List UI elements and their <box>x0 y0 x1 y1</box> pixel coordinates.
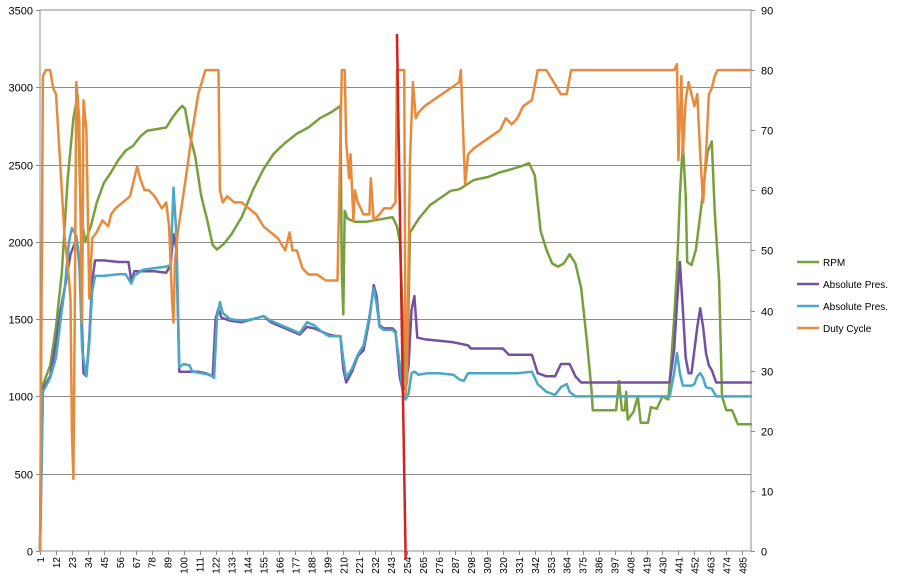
y-tick-label: 500 <box>15 470 33 482</box>
y2-tick-label: 90 <box>761 6 773 18</box>
x-tick-label: 177 <box>291 557 302 574</box>
x-tick-label: 155 <box>259 557 270 574</box>
x-tick-label: 276 <box>435 557 446 574</box>
y2-tick-label: 50 <box>761 246 773 258</box>
x-tick-label: 1 <box>36 557 47 563</box>
x-tick-label: 485 <box>738 557 749 574</box>
x-tick-label: 67 <box>132 557 143 569</box>
x-tick-label: 463 <box>706 557 717 574</box>
series-lines <box>38 62 753 553</box>
x-tick-label: 100 <box>180 557 191 574</box>
y-tick-label: 3000 <box>9 83 33 95</box>
y-tick-label: 2000 <box>9 238 33 250</box>
x-tick-label: 144 <box>243 557 254 574</box>
x-tick-label: 452 <box>690 557 701 574</box>
x-tick-label: 287 <box>451 557 462 574</box>
x-tick-label: 12 <box>52 557 63 569</box>
x-tick-label: 122 <box>212 557 223 574</box>
x-tick-label: 199 <box>323 557 334 574</box>
x-tick-label: 210 <box>339 557 350 574</box>
x-tick-label: 353 <box>547 557 558 574</box>
red-marker-line <box>395 33 407 560</box>
x-tick-label: 45 <box>100 557 111 569</box>
x-tick-label: 111 <box>196 557 207 573</box>
y2-tick-label: 10 <box>761 487 773 499</box>
plot-area <box>39 9 752 552</box>
y2-tick-label: 60 <box>761 186 773 198</box>
x-tick-label: 430 <box>658 557 669 574</box>
x-tick-label: 298 <box>467 557 478 574</box>
series-line-2 <box>38 232 753 553</box>
x-tick-label: 221 <box>355 557 366 574</box>
y-tick-label: 3500 <box>9 6 33 18</box>
y2-tick-label: 40 <box>761 307 773 319</box>
x-tick-label: 342 <box>531 557 542 574</box>
y-tick-label: 1000 <box>9 392 33 404</box>
x-tick-label: 23 <box>68 557 79 569</box>
axes: 0 500 1000 1500 2000 2500 3000 3500 0 10 20 30 40 50 6… <box>9 6 774 574</box>
x-tick-label: 474 <box>722 557 733 574</box>
legend-label: RPM <box>823 258 845 269</box>
x-tick-label: 78 <box>148 557 159 569</box>
y-tick-label: 0 <box>27 547 33 559</box>
x-tick-label: 188 <box>307 557 318 574</box>
x-tick-label: 254 <box>403 557 414 574</box>
y2-tick-label: 20 <box>761 427 773 439</box>
y2-tick-label: 30 <box>761 367 773 379</box>
x-tick-label: 397 <box>611 557 622 574</box>
x-tick-label: 386 <box>595 557 606 574</box>
x-tick-label: 133 <box>228 557 239 574</box>
x-tick-label: 364 <box>563 557 574 574</box>
x-tick-label: 309 <box>483 557 494 574</box>
x-tick-label: 265 <box>419 557 430 574</box>
y2-tick-label: 0 <box>761 547 767 559</box>
x-tick-label: 331 <box>515 557 526 574</box>
x-tick-label: 232 <box>371 557 382 574</box>
legend: RPM Absolute Pres. Absolute Pres. Duty Cycl… <box>797 258 888 335</box>
y-tick-label: 1500 <box>9 315 33 327</box>
x-tick-label: 56 <box>116 557 127 569</box>
x-tick-label: 375 <box>579 557 590 574</box>
series-line-3 <box>38 186 753 553</box>
y-tick-label: 2500 <box>9 161 33 173</box>
legend-label: Duty Cycle <box>823 324 872 335</box>
vertical-marker <box>395 33 407 560</box>
x-tick-label: 243 <box>387 557 398 574</box>
x-tick-label: 34 <box>84 557 95 569</box>
x-tick-label: 320 <box>499 557 510 574</box>
series-line-4 <box>38 62 753 553</box>
y2-tick-label: 70 <box>761 126 773 138</box>
x-tick-label: 408 <box>627 557 638 574</box>
legend-label: Absolute Pres. <box>823 302 888 313</box>
x-tick-label: 419 <box>643 557 654 574</box>
x-tick-label: 89 <box>164 557 175 569</box>
x-tick-label: 441 <box>674 557 685 574</box>
legend-label: Absolute Pres. <box>823 280 888 291</box>
y2-tick-label: 80 <box>761 66 773 78</box>
x-tick-label: 166 <box>275 557 286 574</box>
